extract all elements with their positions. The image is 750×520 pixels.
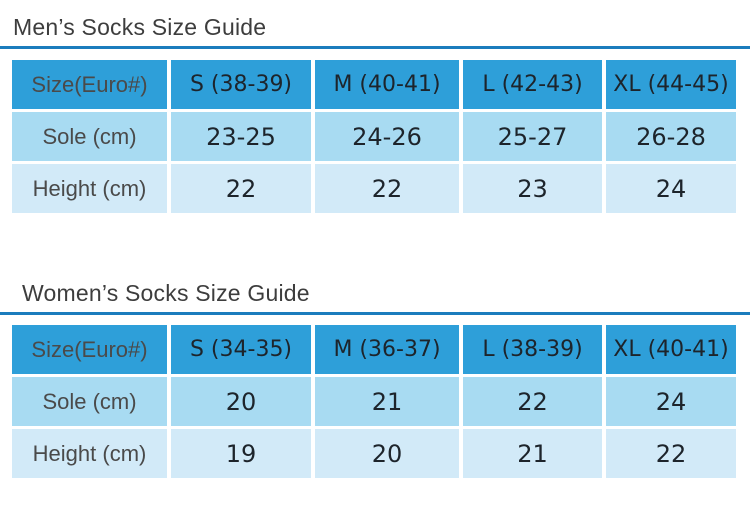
- womens-header-xl-cell: XL (40-41): [606, 325, 736, 374]
- womens-header-m-cell: M (36-37): [315, 325, 459, 374]
- mens-sole-row-label: Sole (cm): [12, 112, 167, 161]
- womens-header-s-cell: S (34-35): [171, 325, 311, 374]
- womens-height-row-label: Height (cm): [12, 429, 167, 478]
- womens-title-divider: [0, 312, 750, 315]
- womens-sole-value-s: 20: [171, 377, 311, 426]
- mens-size-guide-section: Men’s Socks Size Guide Size(Euro#) S (38…: [0, 14, 750, 213]
- mens-sole-value-l: 25-27: [463, 112, 602, 161]
- mens-sole-value-s: 23-25: [171, 112, 311, 161]
- womens-height-value-xl: 22: [606, 429, 736, 478]
- mens-size-table: Size(Euro#) S (38-39) M (40-41) L (42-43…: [12, 60, 750, 213]
- mens-sole-value-xl: 26-28: [606, 112, 736, 161]
- womens-size-table: Size(Euro#) S (34-35) M (36-37) L (38-39…: [12, 325, 750, 478]
- mens-header-xl-cell: XL (44-45): [606, 60, 736, 109]
- womens-header-l-cell: L (38-39): [463, 325, 602, 374]
- womens-guide-title: Women’s Socks Size Guide: [22, 280, 310, 306]
- mens-guide-title: Men’s Socks Size Guide: [13, 14, 267, 40]
- mens-height-value-s: 22: [171, 164, 311, 213]
- womens-height-value-l: 21: [463, 429, 602, 478]
- mens-height-value-xl: 24: [606, 164, 736, 213]
- womens-height-value-m: 20: [315, 429, 459, 478]
- womens-header-size-euro-cell: Size(Euro#): [12, 325, 167, 374]
- mens-header-size-euro-cell: Size(Euro#): [12, 60, 167, 109]
- mens-header-m-cell: M (40-41): [315, 60, 459, 109]
- womens-size-guide-section: Women’s Socks Size Guide Size(Euro#) S (…: [0, 280, 750, 478]
- womens-sole-value-m: 21: [315, 377, 459, 426]
- mens-height-value-m: 22: [315, 164, 459, 213]
- womens-height-value-s: 19: [171, 429, 311, 478]
- womens-sole-value-xl: 24: [606, 377, 736, 426]
- mens-header-l-cell: L (42-43): [463, 60, 602, 109]
- mens-title-divider: [0, 46, 750, 49]
- mens-height-row-label: Height (cm): [12, 164, 167, 213]
- mens-height-value-l: 23: [463, 164, 602, 213]
- mens-sole-value-m: 24-26: [315, 112, 459, 161]
- mens-header-s-cell: S (38-39): [171, 60, 311, 109]
- womens-sole-value-l: 22: [463, 377, 602, 426]
- womens-sole-row-label: Sole (cm): [12, 377, 167, 426]
